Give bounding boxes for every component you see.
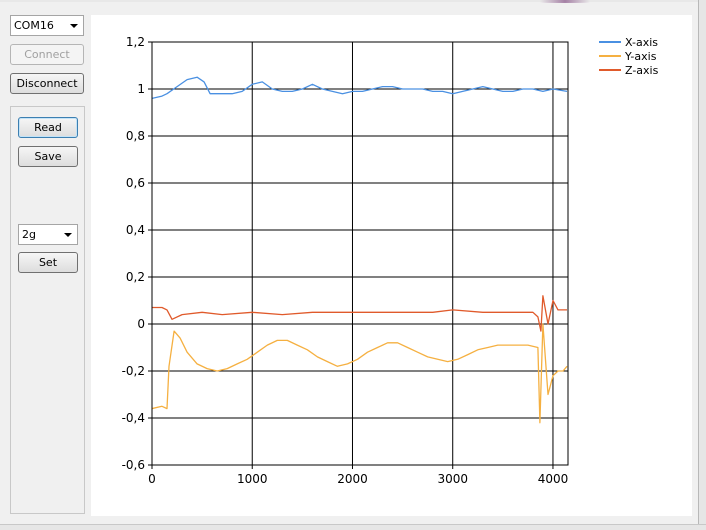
window-top-accent [540,0,590,3]
set-button[interactable]: Set [18,252,78,273]
y-tick-label: -0,2 [122,364,145,378]
accelerometer-chart: -0,6 -0,4 -0,2 0 0,2 0,4 0,6 0,8 1 1,2 0 1000 2000 3… [122,35,659,486]
y-tick-label: 0,6 [126,176,145,190]
controls-panel: Read Save 2g Set [10,106,85,514]
x-tick-label: 3000 [437,472,468,486]
y-tick-label: 1 [137,82,145,96]
legend-label: Y-axis [624,50,657,63]
port-select-value: COM16 [14,19,54,32]
x-tick-label: 2000 [337,472,368,486]
legend-label: X-axis [625,36,658,49]
y-tick-label: 0,2 [126,270,145,284]
window-bottom-edge [0,524,706,530]
save-button[interactable]: Save [18,146,78,167]
chart-series [152,76,568,424]
x-tick-label: 4000 [538,472,569,486]
y-tick-label: 0,8 [126,129,145,143]
x-axis-labels: 0 1000 2000 3000 4000 [148,472,568,486]
window-top-edge [0,0,706,2]
port-select[interactable]: COM16 [10,15,84,36]
legend-label: Z-axis [625,64,659,77]
disconnect-button[interactable]: Disconnect [10,73,84,94]
plot-frame [151,41,569,466]
y-tick-label: 1,2 [126,35,145,49]
y-axis-labels: -0,6 -0,4 -0,2 0 0,2 0,4 0,6 0,8 1 1,2 [122,35,145,472]
y-tick-label: -0,6 [122,458,145,472]
series-line-y-axis [152,323,568,424]
range-select[interactable]: 2g [18,224,78,245]
chart-grid [148,41,568,469]
y-tick-label: 0 [137,317,145,331]
series-line-z-axis [152,295,567,332]
connect-button[interactable]: Connect [10,44,84,65]
read-button[interactable]: Read [18,117,78,138]
window-right-edge [698,0,706,530]
chevron-down-icon [70,24,78,28]
y-tick-label: 0,4 [126,223,145,237]
x-tick-label: 1000 [237,472,268,486]
chart-area: -0,6 -0,4 -0,2 0 0,2 0,4 0,6 0,8 1 1,2 0 1000 2000 3… [91,15,692,516]
range-select-value: 2g [22,228,36,241]
chevron-down-icon [64,233,72,237]
y-tick-label: -0,4 [122,411,145,425]
x-tick-label: 0 [148,472,156,486]
series-line-x-axis [152,76,568,100]
